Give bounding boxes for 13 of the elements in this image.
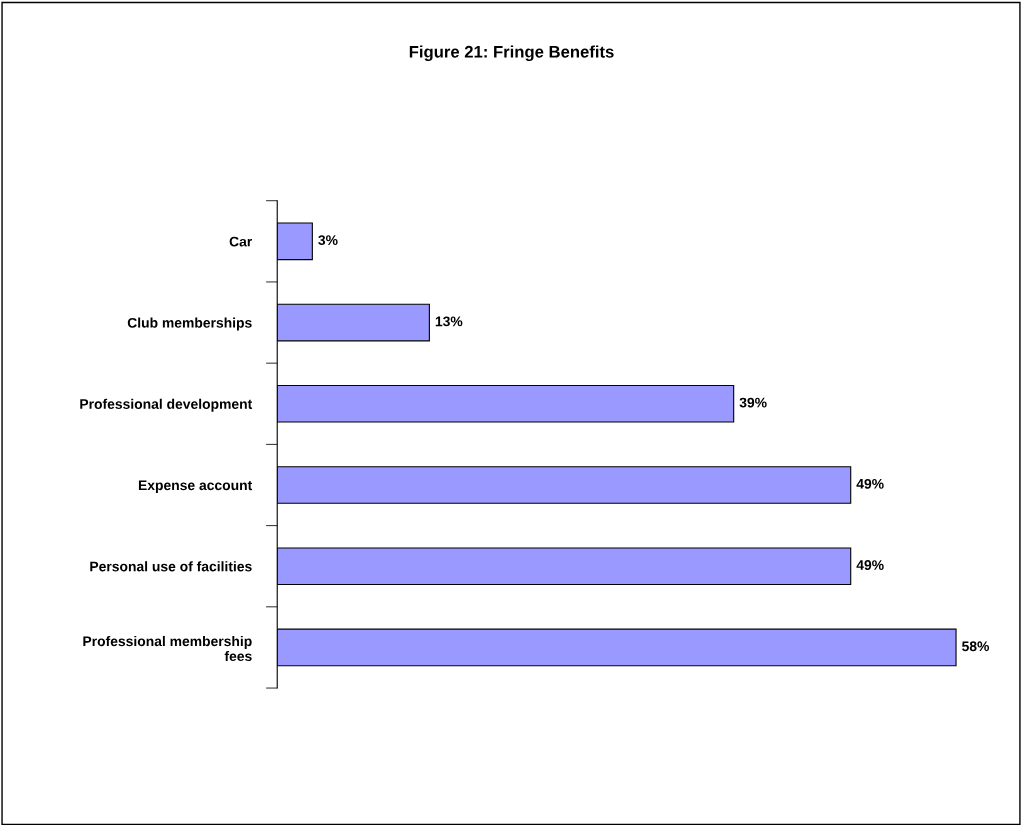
data-label: 49% bbox=[856, 478, 884, 489]
y-tick-label: Car bbox=[229, 236, 253, 247]
data-label: 58% bbox=[962, 641, 990, 652]
data-label: 39% bbox=[739, 397, 767, 408]
data-label: 3% bbox=[318, 235, 338, 246]
data-label: 13% bbox=[435, 316, 463, 327]
y-tick-label: Personal use of facilities bbox=[90, 561, 252, 572]
y-tick-label: Expense account bbox=[138, 480, 253, 493]
y-tick-label: Professional development bbox=[80, 398, 253, 412]
y-tick-label: Club memberships bbox=[127, 317, 252, 331]
chart-title: Figure 21: Fringe Benefits bbox=[409, 45, 614, 62]
data-label: 49% bbox=[856, 560, 884, 570]
y-tick-label: Professional membership fees bbox=[83, 635, 252, 662]
